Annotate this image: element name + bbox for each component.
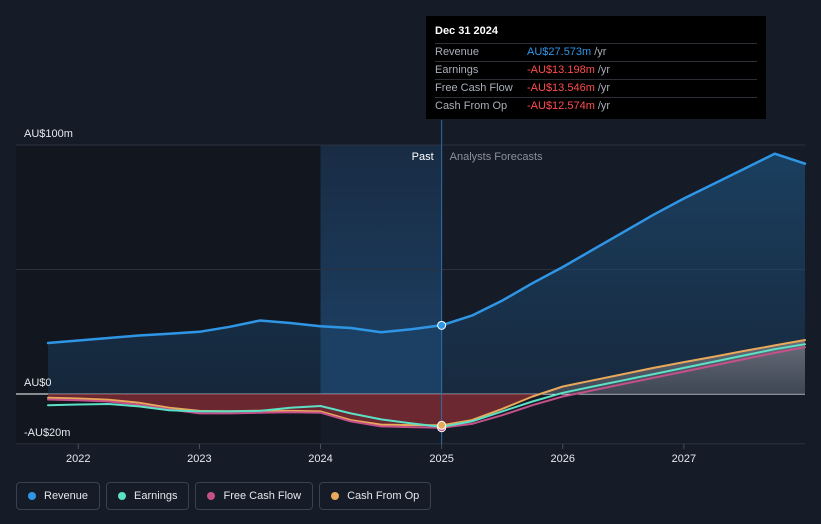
revenue-area <box>48 153 805 394</box>
legend-dot-icon <box>118 492 127 500</box>
tooltip-series-value: AU$27.573m <box>527 46 592 58</box>
legend-dot-icon <box>331 492 340 500</box>
tooltip-series-name: Earnings <box>435 64 479 76</box>
tooltip-series-value: -AU$13.546m <box>527 82 595 94</box>
tooltip: Dec 31 2024 Revenue AU$27.573m/yr Earnings… <box>426 16 766 119</box>
legend-dot-icon <box>207 492 216 500</box>
revenue-line <box>46 152 807 345</box>
legend: Revenue Earnings Free Cash Flow Cash From O… <box>16 482 432 510</box>
earnings-line <box>47 343 806 428</box>
tooltip-row: Earnings -AU$13.198m/yr <box>435 61 757 79</box>
tooltip-unit: /yr <box>597 82 611 94</box>
legend-item-revenue[interactable]: Revenue <box>16 482 101 510</box>
legend-label: Earnings <box>134 490 178 502</box>
tooltip-row: Revenue AU$27.573m/yr <box>435 43 757 61</box>
legend-item-earnings[interactable]: Earnings <box>106 482 190 510</box>
tooltip-unit: /yr <box>597 100 611 112</box>
x-tick-label: 2027 <box>672 453 696 465</box>
earnings-area <box>48 340 805 394</box>
legend-item-free-cash-flow[interactable]: Free Cash Flow <box>195 482 314 510</box>
legend-dot-icon <box>28 492 36 500</box>
x-tick-label: 2023 <box>187 453 211 465</box>
y-tick-label: AU$100m <box>24 128 73 140</box>
revenue-marker[interactable] <box>437 320 447 330</box>
tooltip-date: Dec 31 2024 <box>435 25 498 37</box>
legend-item-cash-from-op[interactable]: Cash From Op <box>319 482 432 510</box>
y-tick-label: -AU$20m <box>24 427 70 439</box>
past-label: Past <box>412 151 434 163</box>
y-tick-label: AU$0 <box>24 377 52 389</box>
x-tick-label: 2022 <box>66 453 90 465</box>
tooltip-row: Free Cash Flow -AU$13.546m/yr <box>435 79 757 97</box>
x-tick-label: 2025 <box>429 453 453 465</box>
legend-label: Revenue <box>44 490 89 502</box>
cash-from-op-marker[interactable] <box>437 420 447 430</box>
tooltip-unit: /yr <box>597 64 611 76</box>
tooltip-series-name: Cash From Op <box>435 100 508 112</box>
forecast-label: Analysts Forecasts <box>450 151 543 163</box>
tooltip-series-name: Free Cash Flow <box>435 82 513 94</box>
x-tick-label: 2026 <box>551 453 575 465</box>
tooltip-series-value: -AU$12.574m <box>527 100 595 112</box>
legend-label: Cash From Op <box>347 490 420 502</box>
tooltip-row: Cash From Op -AU$12.574m/yr <box>435 97 757 115</box>
x-tick-label: 2024 <box>308 453 332 465</box>
tooltip-series-name: Revenue <box>435 46 480 58</box>
tooltip-series-value: -AU$13.198m <box>527 64 595 76</box>
legend-label: Free Cash Flow <box>223 490 302 502</box>
cash-area <box>48 394 805 426</box>
tooltip-unit: /yr <box>594 46 607 58</box>
